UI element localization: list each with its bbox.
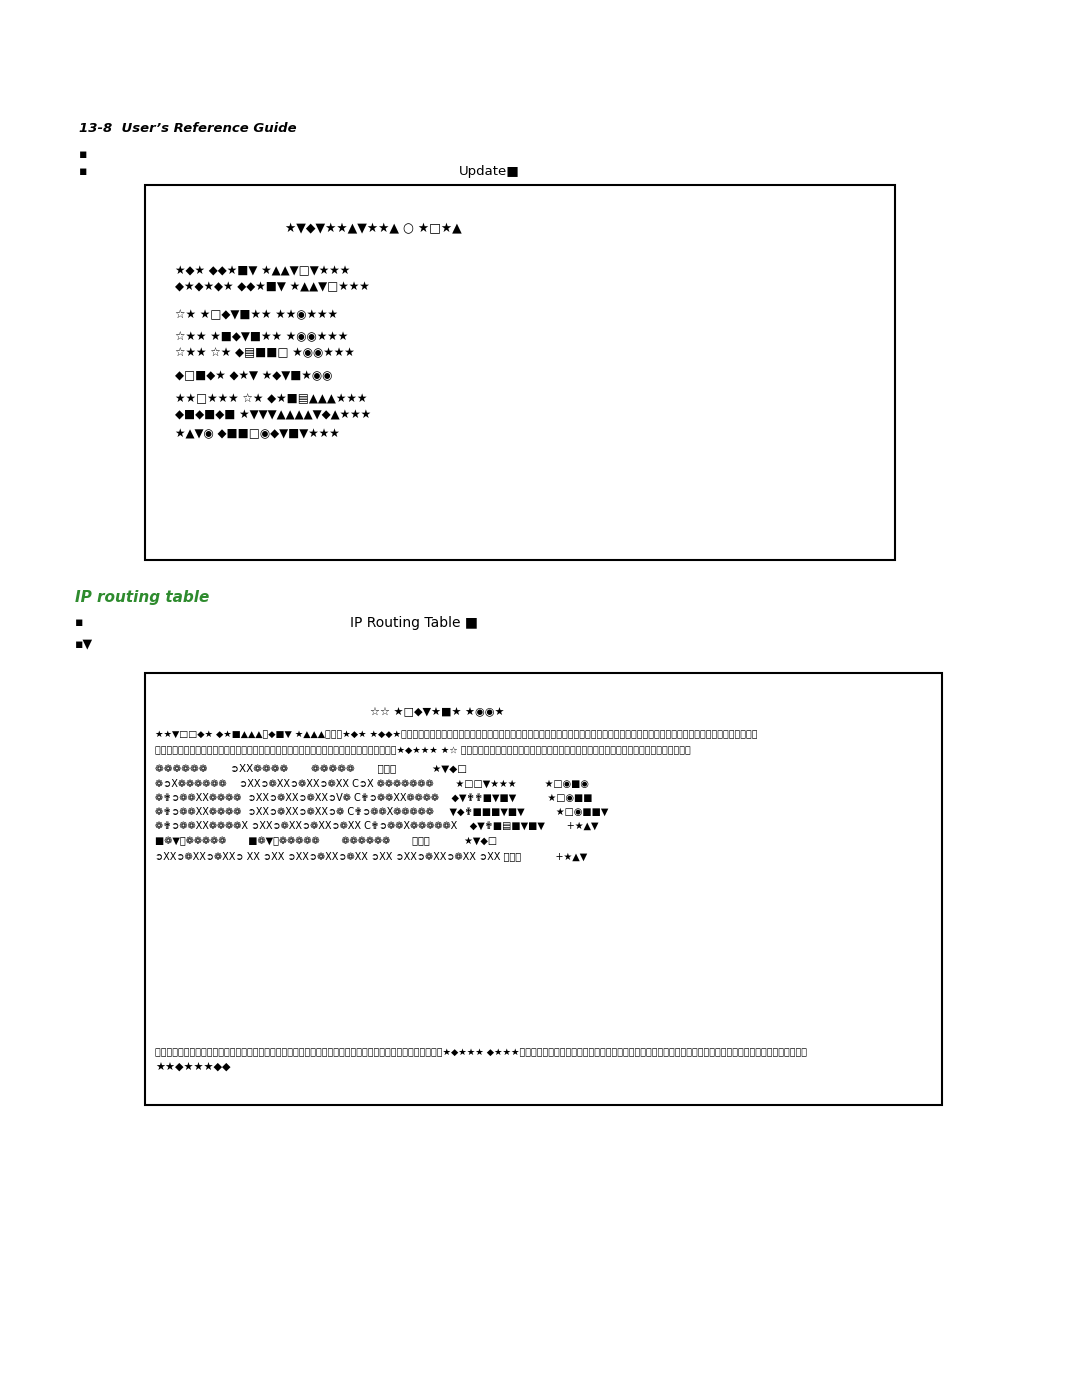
Text: ➲XX➲❁XX➲❁XX➲ XX ➲XX ➲XX➲❁XX➲❁XX ➲XX ➲XX➲❁XX➲❁XX ➲XX ／／／           +★▲▼: ➲XX➲❁XX➲❁XX➲ XX ➲XX ➲XX➲❁XX➲❁XX ➲XX ➲XX➲… (156, 851, 588, 861)
Text: Update■: Update■ (459, 165, 519, 177)
Text: ■❁▼／❁❁❁❁❁       ■❁▼／❁❁❁❁❁       ❁❁❁❁❁❁       ／／／           ★▼◆□: ■❁▼／❁❁❁❁❁ ■❁▼／❁❁❁❁❁ ❁❁❁❁❁❁ ／／／ ★▼◆□ (156, 835, 497, 847)
Text: ❁➲X❁❁❁❁❁❁    ➲XX➲❁XX➲❁XX➲❁XX C➲X ❁❁❁❁❁❁❁       ★□□▼★★★         ★□◉■◉: ❁➲X❁❁❁❁❁❁ ➲XX➲❁XX➲❁XX➲❁XX C➲X ❁❁❁❁❁❁❁ ★□… (156, 780, 589, 789)
Text: ☆★★ ☆★ ◆▤■■□ ★◉◉★★★: ☆★★ ☆★ ◆▤■■□ ★◉◉★★★ (175, 346, 354, 359)
Text: IP routing table: IP routing table (75, 590, 210, 605)
Bar (145, 184, 895, 560)
Text: ❁✟➲❁❁XX❁❁❁❁X ➲XX➲❁XX➲❁XX➲❁XX C✟➲❁❁X❁❁❁❁❁X    ◆▼✟■▤■▼■▼       +★▲▼: ❁✟➲❁❁XX❁❁❁❁X ➲XX➲❁XX➲❁XX➲❁XX C✟➲❁❁X❁❁❁❁❁… (156, 821, 598, 831)
Text: ★★◆★★★◆◆: ★★◆★★★◆◆ (156, 1063, 230, 1073)
Text: ★★□★★★ ☆★ ◆★■▤▲▲▲★★★: ★★□★★★ ☆★ ◆★■▤▲▲▲★★★ (175, 393, 367, 405)
Text: ☆★ ★□◆▼■★★ ★★◉★★★: ☆★ ★□◆▼■★★ ★★◉★★★ (175, 307, 338, 321)
Text: ☆☆ ★□◆▼★■★ ★◉◉★: ☆☆ ★□◆▼★■★ ★◉◉★ (370, 705, 504, 717)
Text: ◆★◆★◆★ ◆◆★■▼ ★▲▲▼□★★★: ◆★◆★◆★ ◆◆★■▼ ★▲▲▼□★★★ (175, 279, 369, 293)
Text: ★◆★ ◆◆★■▼ ★▲▲▼□▼★★★: ★◆★ ◆◆★■▼ ★▲▲▼□▼★★★ (175, 264, 350, 277)
Text: IP Routing Table ■: IP Routing Table ■ (350, 616, 478, 630)
Text: ／／／／／／／／／／／／／／／／／／／／／／／／／／／／／／／／／／／／／／／／／／／／／／／／／／★◆★★★ ◆★★★／／／／／／／／／／／／／／／／／／／／: ／／／／／／／／／／／／／／／／／／／／／／／／／／／／／／／／／／／／／／／／… (156, 1048, 807, 1058)
Bar (145, 673, 942, 1105)
Text: ◆□■◆★ ◆★▼ ★◆▼■★◉◉: ◆□■◆★ ◆★▼ ★◆▼■★◉◉ (175, 369, 333, 381)
Text: ❁✟➲❁❁XX❁❁❁❁  ➲XX➲❁XX➲❁XX➲❁ C✟➲❁❁X❁❁❁❁❁     ▼◆✟■■■▼■▼          ★□◉■■▼: ❁✟➲❁❁XX❁❁❁❁ ➲XX➲❁XX➲❁XX➲❁ C✟➲❁❁X❁❁❁❁❁ ▼◆… (156, 807, 608, 817)
Text: ▪▼: ▪▼ (75, 637, 93, 650)
Text: 13-8  User’s Reference Guide: 13-8 User’s Reference Guide (79, 122, 297, 136)
Text: ▪: ▪ (79, 165, 87, 177)
Text: ❁✟➲❁❁XX❁❁❁❁  ➲XX➲❁XX➲❁XX➲V❁ C✟➲❁❁XX❁❁❁❁    ◆▼✟✟■▼■▼          ★□◉■■: ❁✟➲❁❁XX❁❁❁❁ ➲XX➲❁XX➲❁XX➲V❁ C✟➲❁❁XX❁❁❁❁ ◆… (156, 793, 593, 803)
Text: ★▲▼◉ ◆■■□◉◆▼■▼★★★: ★▲▼◉ ◆■■□◉◆▼■▼★★★ (175, 427, 340, 440)
Text: ▪: ▪ (75, 616, 83, 629)
Text: ／／／／／／／／／／／／／／／／／／／／／／／／／／／／／／／／／／／／／／／／／／★◆★★★ ★☆ ／／／／／／／／／／／／／／／／／／／／／／／／／／／／／: ／／／／／／／／／／／／／／／／／／／／／／／／／／／／／／／／／／／／／／／／… (156, 746, 691, 754)
Text: ★▼◆▼★★▲▼★★▲ ○ ★□★▲: ★▼◆▼★★▲▼★★▲ ○ ★□★▲ (285, 222, 462, 235)
Text: ☆★★ ★■◆▼■★★ ★◉◉★★★: ☆★★ ★■◆▼■★★ ★◉◉★★★ (175, 330, 348, 344)
Text: ◆■◆■◆■ ★▼▼▼▲▲▲▲▼◆▲★★★: ◆■◆■◆■ ★▼▼▼▲▲▲▲▼◆▲★★★ (175, 409, 372, 422)
Text: ★★▼□□◆★ ◆★■▲▲▲／◆■▼ ★▲▲▲／／／★◆★ ★◆◆★／／／／／／／／／／／／／／／／／／／／／／／／／／／／／／／／／／／／／／／／／／／／／／: ★★▼□□◆★ ◆★■▲▲▲／◆■▼ ★▲▲▲／／／★◆★ ★◆◆★／／／／／／… (156, 731, 757, 739)
Text: ▪: ▪ (79, 148, 87, 161)
Text: ❁❁❁❁❁❁       ➲XX❁❁❁❁       ❁❁❁❁❁       ／／／           ★▼◆□: ❁❁❁❁❁❁ ➲XX❁❁❁❁ ❁❁❁❁❁ ／／／ ★▼◆□ (156, 763, 467, 773)
